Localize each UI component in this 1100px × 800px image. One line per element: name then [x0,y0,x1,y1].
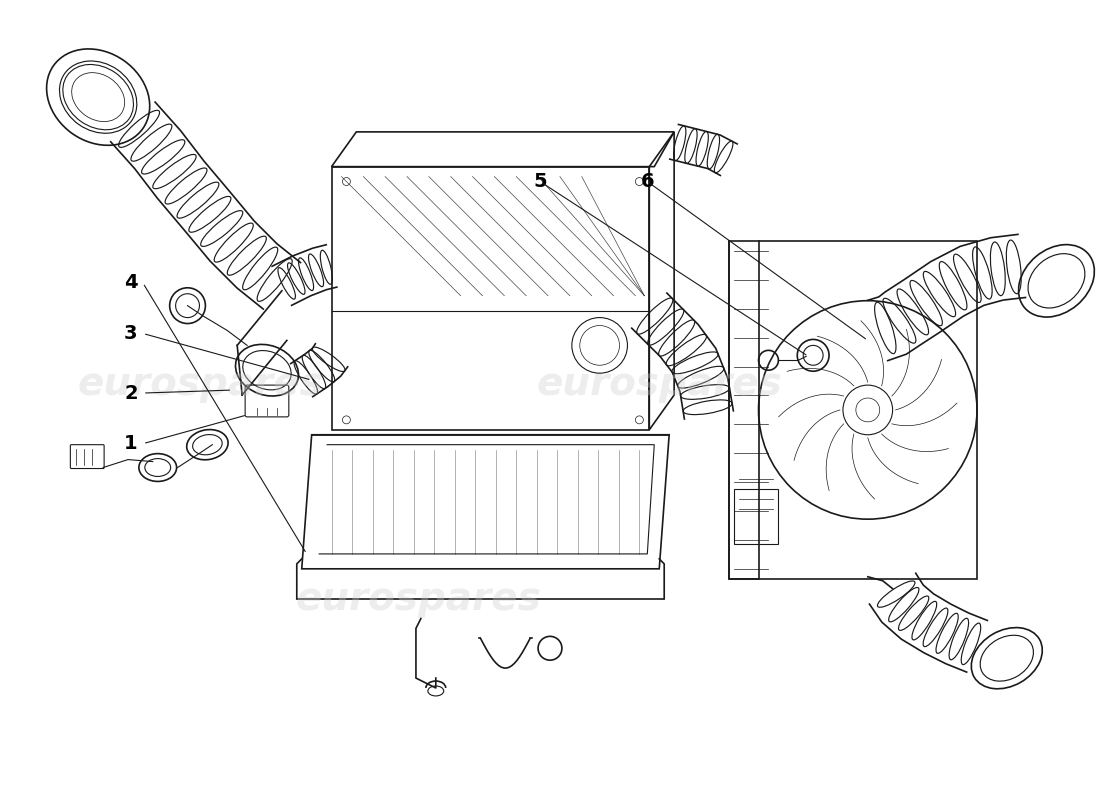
Text: 1: 1 [124,434,138,453]
Text: eurospares: eurospares [296,580,542,618]
Text: 2: 2 [124,383,138,402]
Text: 3: 3 [124,324,138,343]
Text: eurospares: eurospares [78,365,323,403]
Text: 6: 6 [640,172,654,191]
Text: eurospares: eurospares [537,365,782,403]
Text: 5: 5 [534,172,547,191]
Text: 4: 4 [124,274,138,292]
